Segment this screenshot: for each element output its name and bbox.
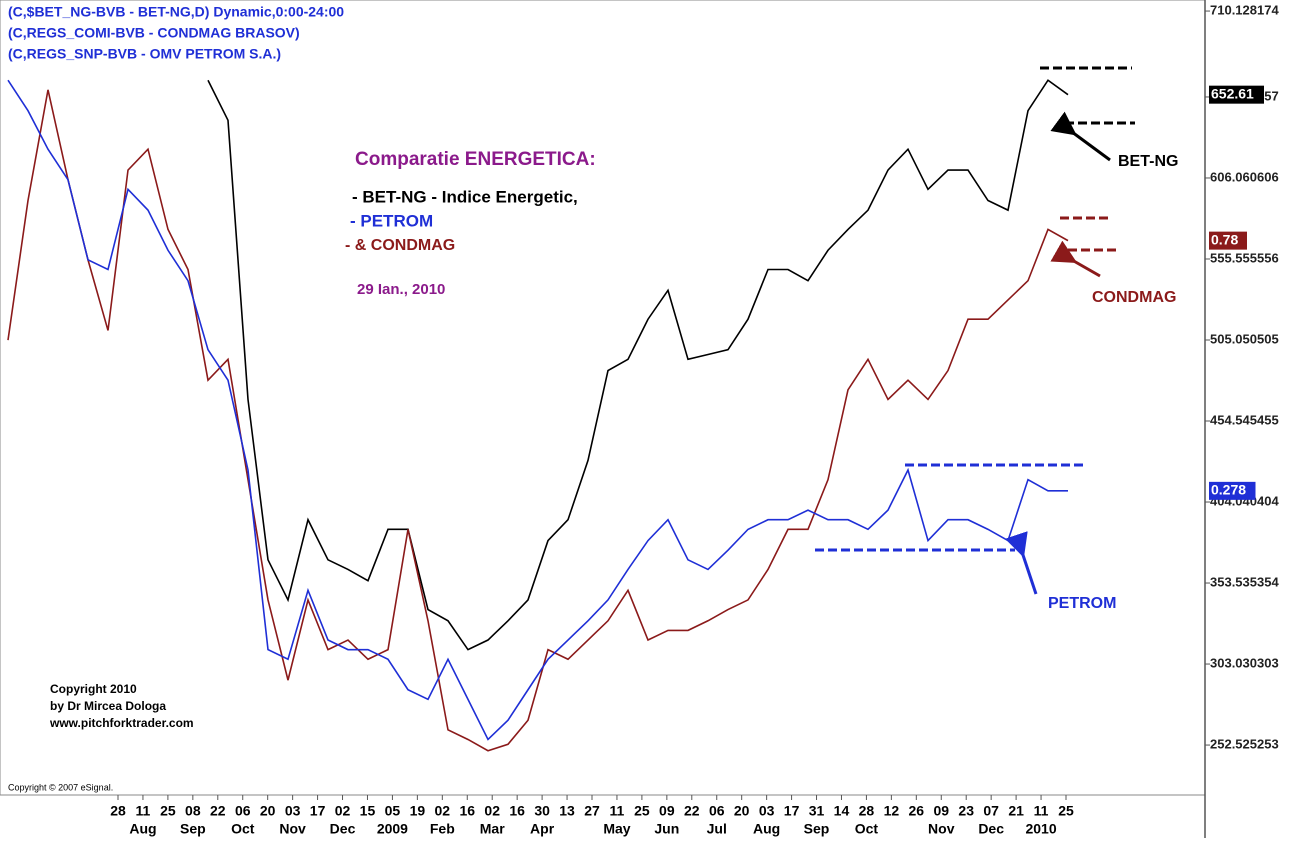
y-tick-label: 303.030303 [1210, 655, 1279, 670]
x-tick-label: 17 [784, 803, 800, 819]
y-tick-label: 353.535354 [1210, 574, 1279, 589]
x-tick-label: 31 [809, 803, 825, 819]
x-month-label: Feb [430, 821, 455, 837]
x-tick-label: 21 [1008, 803, 1024, 819]
x-tick-label: 25 [634, 803, 650, 819]
x-tick-label: 11 [1034, 803, 1049, 819]
x-tick-label: 03 [285, 803, 301, 819]
x-tick-label: 06 [235, 803, 251, 819]
x-tick-label: 23 [958, 803, 974, 819]
x-month-label: Sep [180, 821, 206, 837]
x-tick-label: 11 [136, 803, 151, 819]
annotation: CONDMAG [1092, 289, 1176, 306]
x-month-label: Oct [231, 821, 255, 837]
copyright: www.pitchforktrader.com [49, 716, 194, 730]
subtitle-line: - & CONDMAG [345, 237, 455, 254]
x-tick-label: 05 [385, 803, 401, 819]
x-month-label: Apr [530, 821, 555, 837]
x-tick-label: 19 [410, 803, 426, 819]
arrow [1050, 240, 1101, 278]
annotation: PETROM [1048, 595, 1116, 612]
x-tick-label: 17 [310, 803, 326, 819]
x-tick-label: 09 [659, 803, 675, 819]
annotation: BET-NG [1118, 153, 1178, 170]
x-month-label: 2010 [1025, 821, 1056, 837]
x-month-label: Dec [330, 821, 356, 837]
x-tick-label: 28 [859, 803, 875, 819]
x-tick-label: 02 [335, 803, 351, 819]
x-tick-label: 11 [610, 803, 625, 819]
x-tick-label: 16 [459, 803, 475, 819]
x-month-label: Jul [707, 821, 727, 837]
price-label: 0.278 [1211, 482, 1246, 498]
y-tick-label: 505.050505 [1210, 331, 1279, 346]
x-month-label: 2009 [377, 821, 408, 837]
y-tick-label: 710.128174 [1210, 2, 1279, 17]
x-tick-label: 13 [559, 803, 575, 819]
x-tick-label: 22 [210, 803, 226, 819]
x-tick-label: 27 [584, 803, 600, 819]
x-tick-label: 20 [260, 803, 276, 819]
x-tick-label: 14 [834, 803, 850, 819]
x-tick-label: 20 [734, 803, 750, 819]
x-tick-label: 08 [185, 803, 201, 819]
x-tick-label: 03 [759, 803, 775, 819]
x-tick-label: 25 [1058, 803, 1074, 819]
x-tick-label: 26 [909, 803, 925, 819]
x-month-label: Mar [480, 821, 505, 837]
x-tick-label: 22 [684, 803, 700, 819]
x-tick-label: 30 [534, 803, 550, 819]
x-month-label: Aug [129, 821, 156, 837]
x-tick-label: 02 [484, 803, 500, 819]
y-tick-label: 454.545455 [1210, 412, 1279, 427]
vendor-note: Copyright © 2007 eSignal. [8, 782, 113, 792]
x-tick-label: 02 [435, 803, 451, 819]
price-box [1209, 481, 1256, 500]
header-line: (C,REGS_COMI-BVB - CONDMAG BRASOV) [8, 25, 300, 41]
price-label: 652.61 [1211, 85, 1254, 101]
x-month-label: Dec [978, 821, 1004, 837]
x-tick-label: 15 [360, 803, 376, 819]
x-month-label: Aug [753, 821, 780, 837]
x-month-label: Sep [804, 821, 830, 837]
y-tick-label: 606.060606 [1210, 169, 1279, 184]
header-line: (C,$BET_NG-BVB - BET-NG,D) Dynamic,0:00-… [8, 4, 344, 20]
x-month-label: Nov [928, 821, 955, 837]
x-tick-label: 09 [933, 803, 949, 819]
x-month-label: Jun [654, 821, 679, 837]
copyright: by Dr Mircea Dologa [50, 699, 166, 713]
subtitle-line: - PETROM [350, 211, 433, 230]
copyright: Copyright 2010 [50, 682, 137, 696]
subtitle-line: - BET-NG - Indice Energetic, [352, 187, 578, 206]
x-tick-label: 25 [160, 803, 176, 819]
price-box [1209, 85, 1264, 104]
series-line [207, 79, 1069, 651]
x-tick-label: 28 [110, 803, 126, 819]
header-line: (C,REGS_SNP-BVB - OMV PETROM S.A.) [8, 46, 281, 62]
series-line [7, 79, 1068, 741]
x-tick-label: 12 [884, 803, 900, 819]
x-month-label: Nov [279, 821, 306, 837]
series-line [7, 89, 1069, 752]
y-tick-label: 555.555556 [1210, 250, 1279, 265]
price-box [1209, 231, 1247, 250]
x-tick-label: 07 [983, 803, 999, 819]
x-tick-label: 06 [709, 803, 725, 819]
price-label: 0.78 [1211, 231, 1238, 247]
arrow [1004, 531, 1038, 595]
chart-title: Comparatie ENERGETICA: [355, 149, 596, 170]
date-note: 29 Ian., 2010 [357, 281, 445, 298]
x-tick-label: 16 [509, 803, 525, 819]
x-month-label: Oct [855, 821, 879, 837]
y-tick-label: 252.525253 [1210, 736, 1279, 751]
arrow [1050, 111, 1111, 162]
series-layer [7, 79, 1069, 752]
x-month-label: May [603, 821, 630, 837]
